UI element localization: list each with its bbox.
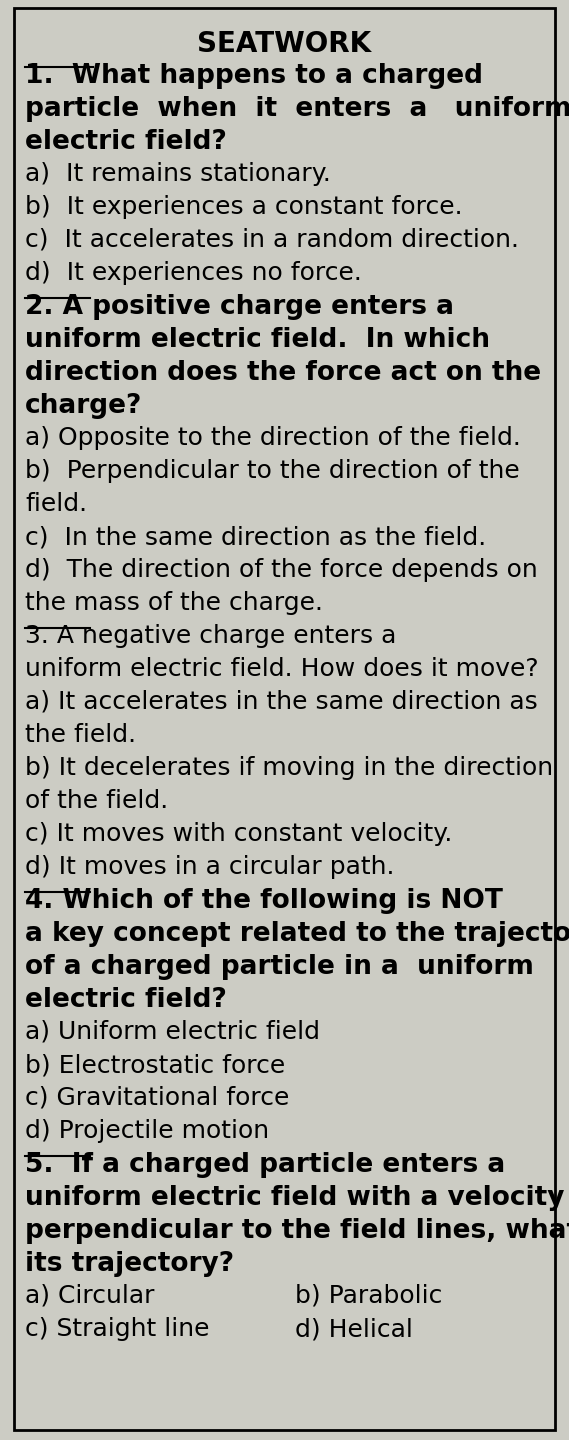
- Text: its trajectory?: its trajectory?: [25, 1251, 234, 1277]
- Text: b) Parabolic: b) Parabolic: [295, 1284, 442, 1308]
- Text: the field.: the field.: [25, 723, 136, 747]
- Text: direction does the force act on the: direction does the force act on the: [25, 360, 541, 386]
- Text: uniform electric field with a velocity: uniform electric field with a velocity: [25, 1185, 564, 1211]
- Text: uniform electric field. How does it move?: uniform electric field. How does it move…: [25, 657, 539, 681]
- Text: a) It accelerates in the same direction as: a) It accelerates in the same direction …: [25, 690, 538, 714]
- Text: a)  It remains stationary.: a) It remains stationary.: [25, 161, 331, 186]
- Text: 3. A negative charge enters a: 3. A negative charge enters a: [25, 624, 397, 648]
- Text: perpendicular to the field lines, what is: perpendicular to the field lines, what i…: [25, 1218, 569, 1244]
- Text: 2. A positive charge enters a: 2. A positive charge enters a: [25, 294, 454, 320]
- Text: a key concept related to the trajectory: a key concept related to the trajectory: [25, 922, 569, 948]
- Text: SEATWORK: SEATWORK: [197, 30, 372, 58]
- Text: the mass of the charge.: the mass of the charge.: [25, 590, 323, 615]
- Text: d) Projectile motion: d) Projectile motion: [25, 1119, 269, 1143]
- Text: uniform electric field.  In which: uniform electric field. In which: [25, 327, 490, 353]
- Text: c) It moves with constant velocity.: c) It moves with constant velocity.: [25, 822, 452, 845]
- Text: b)  It experiences a constant force.: b) It experiences a constant force.: [25, 194, 463, 219]
- Text: 4. Which of the following is NOT: 4. Which of the following is NOT: [25, 888, 503, 914]
- Text: a) Opposite to the direction of the field.: a) Opposite to the direction of the fiel…: [25, 426, 521, 449]
- Text: of a charged particle in a  uniform: of a charged particle in a uniform: [25, 953, 534, 981]
- Text: b)  Perpendicular to the direction of the: b) Perpendicular to the direction of the: [25, 459, 519, 482]
- Text: electric field?: electric field?: [25, 986, 227, 1012]
- Text: c)  In the same direction as the field.: c) In the same direction as the field.: [25, 526, 486, 549]
- Text: b) It decelerates if moving in the direction: b) It decelerates if moving in the direc…: [25, 756, 553, 780]
- Text: d)  It experiences no force.: d) It experiences no force.: [25, 261, 362, 285]
- Text: particle  when  it  enters  a   uniform: particle when it enters a uniform: [25, 96, 569, 122]
- Text: of the field.: of the field.: [25, 789, 168, 814]
- Text: field.: field.: [25, 492, 87, 516]
- Text: c)  It accelerates in a random direction.: c) It accelerates in a random direction.: [25, 228, 519, 252]
- Text: 1.  What happens to a charged: 1. What happens to a charged: [25, 63, 483, 89]
- Text: d)  The direction of the force depends on: d) The direction of the force depends on: [25, 557, 538, 582]
- Text: d) It moves in a circular path.: d) It moves in a circular path.: [25, 855, 394, 878]
- Text: b) Electrostatic force: b) Electrostatic force: [25, 1053, 285, 1077]
- Text: a) Uniform electric field: a) Uniform electric field: [25, 1020, 320, 1044]
- Text: 5.  If a charged particle enters a: 5. If a charged particle enters a: [25, 1152, 505, 1178]
- Text: a) Circular: a) Circular: [25, 1284, 155, 1308]
- Text: d) Helical: d) Helical: [295, 1318, 413, 1341]
- Text: electric field?: electric field?: [25, 130, 227, 156]
- Text: charge?: charge?: [25, 393, 142, 419]
- Text: c) Straight line: c) Straight line: [25, 1318, 209, 1341]
- Text: c) Gravitational force: c) Gravitational force: [25, 1086, 290, 1110]
